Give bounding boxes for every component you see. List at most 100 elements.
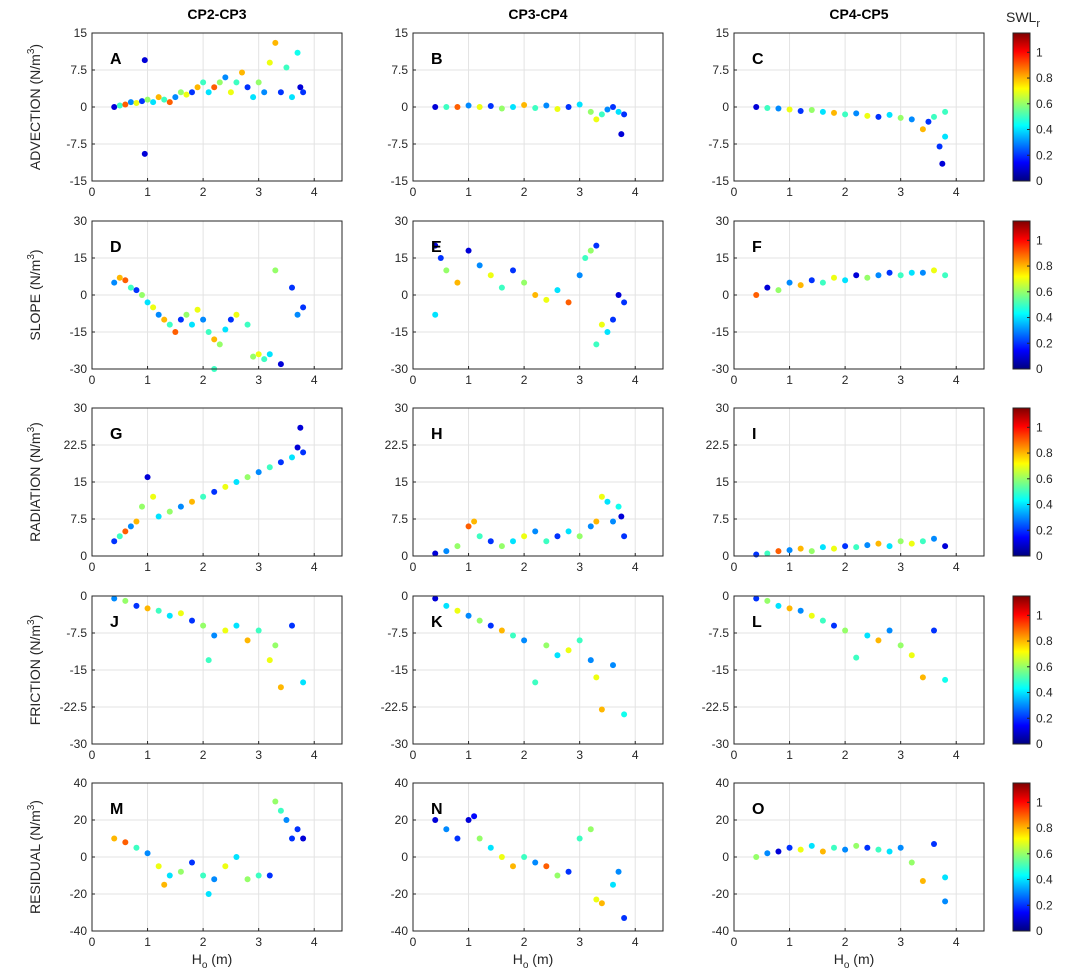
data-point bbox=[127, 284, 134, 291]
scatter-panel-k: 0 1 2 3 4 0 -7.5 -15 -22.5 -30 K bbox=[381, 589, 664, 762]
data-point bbox=[565, 647, 572, 654]
y-axis-label-unit: (N/m bbox=[27, 625, 43, 659]
y-tick-label: 7.5 bbox=[712, 512, 729, 526]
data-point bbox=[255, 627, 262, 634]
y-tick-label: -20 bbox=[70, 887, 88, 901]
data-point bbox=[216, 79, 223, 86]
y-tick-label: 30 bbox=[395, 214, 409, 228]
axes-frame bbox=[412, 407, 664, 557]
data-point bbox=[593, 242, 600, 249]
data-point bbox=[211, 632, 218, 639]
colorbar-tick-label: 0.2 bbox=[1036, 336, 1053, 350]
data-point bbox=[510, 632, 516, 639]
y-axis-label-close: ) bbox=[27, 249, 43, 254]
data-point bbox=[116, 102, 123, 109]
axes-frame bbox=[91, 32, 343, 182]
data-point bbox=[266, 351, 273, 358]
data-point bbox=[144, 605, 151, 612]
data-point bbox=[604, 329, 611, 335]
data-point bbox=[155, 311, 162, 318]
data-point bbox=[797, 545, 804, 552]
data-point bbox=[565, 528, 572, 535]
colorbar-gradient bbox=[1012, 32, 1031, 182]
scatter-panel-g: 0 1 2 3 4 30 22.5 15 7.5 0 G bbox=[64, 401, 343, 574]
panel-letter: E bbox=[431, 239, 442, 256]
y-tick-label: -30 bbox=[70, 737, 88, 751]
scatter-panel-m: 0 1 2 3 4 40 20 0 -20 -40 M bbox=[70, 776, 343, 949]
data-point bbox=[122, 528, 129, 535]
data-point bbox=[498, 854, 505, 860]
data-point bbox=[593, 674, 600, 681]
data-point bbox=[189, 89, 195, 96]
y-tick-label: -40 bbox=[391, 924, 409, 938]
data-point bbox=[587, 108, 594, 115]
colorbar-tick-label: 1 bbox=[1036, 45, 1043, 59]
data-point bbox=[432, 311, 439, 318]
colorbar-tick-label: 0.8 bbox=[1036, 821, 1053, 835]
x-tick-label: 1 bbox=[144, 935, 151, 949]
data-point bbox=[521, 533, 528, 540]
data-point bbox=[205, 657, 212, 664]
data-point bbox=[111, 538, 118, 545]
y-tick-label: 15 bbox=[74, 475, 88, 489]
y-tick-label: 15 bbox=[395, 26, 409, 40]
data-point bbox=[808, 612, 815, 619]
x-tick-label: 4 bbox=[953, 935, 960, 949]
data-point bbox=[465, 612, 472, 619]
data-point bbox=[875, 113, 882, 120]
colorbar-tick-label: 0.8 bbox=[1036, 634, 1053, 648]
x-tick-label: 2 bbox=[200, 560, 207, 574]
data-point bbox=[897, 272, 904, 279]
data-point bbox=[205, 89, 212, 96]
data-point bbox=[227, 89, 234, 96]
colorbar-tick-label: 0 bbox=[1036, 924, 1043, 938]
data-point bbox=[177, 316, 184, 323]
data-point bbox=[510, 267, 516, 274]
x-tick-label: 4 bbox=[311, 373, 318, 387]
colorbar-tick-label: 0.4 bbox=[1036, 311, 1053, 325]
x-tick-label: 4 bbox=[311, 748, 318, 762]
x-tick-label: 0 bbox=[89, 748, 96, 762]
x-tick-label: 3 bbox=[576, 373, 583, 387]
colorbar-tick-label: 0.6 bbox=[1036, 472, 1053, 486]
data-point bbox=[250, 94, 257, 101]
data-point bbox=[266, 59, 273, 66]
colorbar-tick-label: 0.6 bbox=[1036, 847, 1053, 861]
axes-frame bbox=[412, 782, 664, 932]
y-tick-label: 0 bbox=[80, 100, 87, 114]
colorbar-label-main: SWL bbox=[1006, 9, 1037, 25]
y-tick-label: 7.5 bbox=[70, 63, 87, 77]
data-point bbox=[244, 84, 251, 91]
data-point bbox=[621, 533, 628, 540]
x-tick-label: 1 bbox=[786, 748, 793, 762]
x-tick-label: 1 bbox=[144, 560, 151, 574]
y-tick-label: 15 bbox=[716, 251, 730, 265]
data-point bbox=[277, 684, 284, 691]
data-point bbox=[266, 657, 273, 664]
data-point bbox=[576, 637, 583, 644]
data-point bbox=[610, 518, 616, 525]
data-point bbox=[621, 299, 628, 306]
data-point bbox=[244, 474, 251, 481]
y-tick-label: 0 bbox=[80, 288, 87, 302]
y-axis-label-exponent: 3 bbox=[26, 426, 37, 432]
x-tick-label: 1 bbox=[465, 373, 472, 387]
axes-frame bbox=[91, 595, 343, 745]
data-point bbox=[797, 107, 804, 114]
y-tick-label: 15 bbox=[716, 26, 730, 40]
data-point bbox=[498, 105, 505, 112]
data-point bbox=[297, 424, 304, 431]
data-point bbox=[775, 548, 782, 555]
data-point bbox=[886, 111, 893, 118]
x-axis-label-sub: o bbox=[523, 960, 529, 970]
data-point bbox=[122, 277, 129, 284]
colorbar-tick-label: 0.4 bbox=[1036, 686, 1053, 700]
colorbar-tick-label: 0.8 bbox=[1036, 446, 1053, 460]
data-point bbox=[908, 652, 915, 659]
y-tick-label: 22.5 bbox=[64, 438, 88, 452]
data-point bbox=[294, 311, 301, 318]
x-tick-label: 3 bbox=[576, 560, 583, 574]
data-point bbox=[133, 100, 140, 107]
column-title: CP3-CP4 bbox=[508, 6, 567, 22]
data-point bbox=[144, 96, 151, 103]
